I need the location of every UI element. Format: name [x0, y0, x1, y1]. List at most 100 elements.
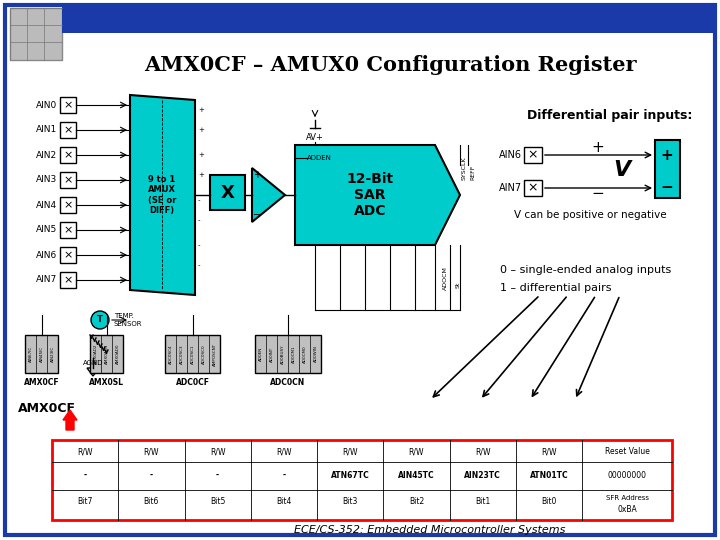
- Text: 0 – single-ended analog inputs: 0 – single-ended analog inputs: [500, 265, 671, 275]
- Text: AIN6: AIN6: [36, 251, 57, 260]
- Text: ECE/CS-352: Embedded Microcontroller Systems: ECE/CS-352: Embedded Microcontroller Sys…: [294, 525, 566, 535]
- Text: AD0BUSY: AD0BUSY: [281, 344, 284, 364]
- Text: AMPOSCNT: AMPOSCNT: [212, 342, 217, 366]
- Bar: [25, 335, 58, 373]
- Text: AIN23IC: AIN23IC: [50, 346, 55, 362]
- Text: ×: ×: [63, 275, 73, 285]
- Text: R/W: R/W: [475, 448, 490, 456]
- Text: +: +: [198, 152, 204, 158]
- Text: -: -: [216, 470, 219, 480]
- Text: Bit1: Bit1: [475, 497, 490, 507]
- Text: AIN5: AIN5: [36, 226, 57, 234]
- Text: +: +: [592, 140, 604, 156]
- Text: ADOCM: ADOCM: [443, 266, 448, 290]
- Text: Bit4: Bit4: [276, 497, 292, 507]
- Text: ADC0SC1: ADC0SC1: [191, 345, 194, 364]
- Bar: [60, 247, 76, 263]
- Text: ×: ×: [63, 250, 73, 260]
- Text: AGND: AGND: [83, 360, 103, 366]
- Text: Bit3: Bit3: [343, 497, 358, 507]
- Circle shape: [91, 311, 109, 329]
- Polygon shape: [87, 368, 99, 376]
- Polygon shape: [252, 168, 285, 222]
- Bar: [60, 147, 76, 163]
- Bar: [62, 5, 715, 33]
- Text: AIN45IC: AIN45IC: [40, 346, 43, 362]
- Text: St: St: [456, 282, 461, 288]
- Text: +: +: [661, 147, 673, 163]
- Text: -: -: [84, 470, 86, 480]
- Text: AMX0CF: AMX0CF: [24, 378, 59, 387]
- Text: ATN67TC: ATN67TC: [330, 470, 369, 480]
- Text: ×: ×: [63, 175, 73, 185]
- FancyArrow shape: [63, 410, 77, 430]
- Text: AIN67IC: AIN67IC: [29, 346, 32, 362]
- Text: +: +: [198, 107, 204, 113]
- Text: AIN2: AIN2: [36, 151, 57, 159]
- Text: Bit0: Bit0: [541, 497, 557, 507]
- Text: -: -: [198, 262, 200, 268]
- Bar: [165, 335, 220, 373]
- Text: AIN4: AIN4: [36, 200, 57, 210]
- Text: ×: ×: [63, 225, 73, 235]
- Bar: [524, 180, 542, 196]
- Text: 12-Bit
SAR
ADC: 12-Bit SAR ADC: [346, 172, 394, 218]
- Text: −: −: [253, 210, 261, 220]
- Text: V can be positive or negative: V can be positive or negative: [513, 210, 666, 220]
- Text: Bit6: Bit6: [144, 497, 159, 507]
- Text: +: +: [198, 172, 204, 178]
- Text: Bit7: Bit7: [78, 497, 93, 507]
- Bar: [60, 122, 76, 138]
- Text: R/W: R/W: [276, 448, 292, 456]
- Text: AD0EN: AD0EN: [258, 347, 263, 361]
- Text: ×: ×: [63, 150, 73, 160]
- Bar: [210, 175, 245, 210]
- Text: ×: ×: [63, 125, 73, 135]
- Text: AD0INT: AD0INT: [269, 346, 274, 362]
- Bar: [255, 335, 321, 373]
- Bar: [655, 140, 680, 198]
- Text: T: T: [97, 315, 103, 325]
- Text: -: -: [198, 197, 200, 203]
- Text: AIN45TC: AIN45TC: [398, 470, 435, 480]
- Text: R/W: R/W: [210, 448, 225, 456]
- Text: ADC0SC3: ADC0SC3: [179, 344, 184, 364]
- Bar: [60, 172, 76, 188]
- Text: R/W: R/W: [409, 448, 424, 456]
- Text: ADC0CF: ADC0CF: [176, 378, 210, 387]
- Text: ADC0SC0: ADC0SC0: [202, 344, 205, 364]
- Text: AMX0AD1: AMX0AD1: [104, 344, 109, 364]
- Text: ADDEN: ADDEN: [307, 155, 332, 161]
- Text: Bit5: Bit5: [210, 497, 225, 507]
- Bar: [90, 335, 123, 373]
- Text: Reset Value: Reset Value: [605, 448, 649, 456]
- Text: ×: ×: [63, 100, 73, 110]
- Bar: [60, 197, 76, 213]
- Text: AIN0: AIN0: [36, 100, 57, 110]
- Text: AIN3: AIN3: [36, 176, 57, 185]
- Text: AIN6: AIN6: [499, 150, 522, 160]
- Text: AD0CM1: AD0CM1: [292, 345, 295, 363]
- Text: AIN23TC: AIN23TC: [464, 470, 501, 480]
- Text: AMX0CF: AMX0CF: [18, 402, 76, 415]
- Text: Bit2: Bit2: [409, 497, 424, 507]
- Bar: [10, 8, 62, 60]
- Text: AMX0AD2: AMX0AD2: [94, 344, 97, 365]
- Text: R/W: R/W: [541, 448, 557, 456]
- Bar: [60, 272, 76, 288]
- Text: TEMP.
SENSOR: TEMP. SENSOR: [114, 314, 143, 327]
- Text: SYSCLK: SYSCLK: [462, 156, 467, 180]
- Bar: [52, 440, 672, 520]
- Polygon shape: [130, 95, 195, 295]
- Text: ×: ×: [63, 200, 73, 210]
- Text: X: X: [220, 184, 235, 201]
- Text: −: −: [592, 186, 604, 200]
- Text: AMX0SL: AMX0SL: [89, 378, 124, 387]
- Text: ×: ×: [528, 181, 539, 194]
- Text: AV+: AV+: [306, 133, 324, 143]
- Text: ADC0SC4: ADC0SC4: [168, 345, 173, 364]
- Text: -: -: [198, 242, 200, 248]
- Text: 00000000: 00000000: [608, 470, 647, 480]
- Bar: [60, 222, 76, 238]
- Text: SFR Address: SFR Address: [606, 495, 649, 501]
